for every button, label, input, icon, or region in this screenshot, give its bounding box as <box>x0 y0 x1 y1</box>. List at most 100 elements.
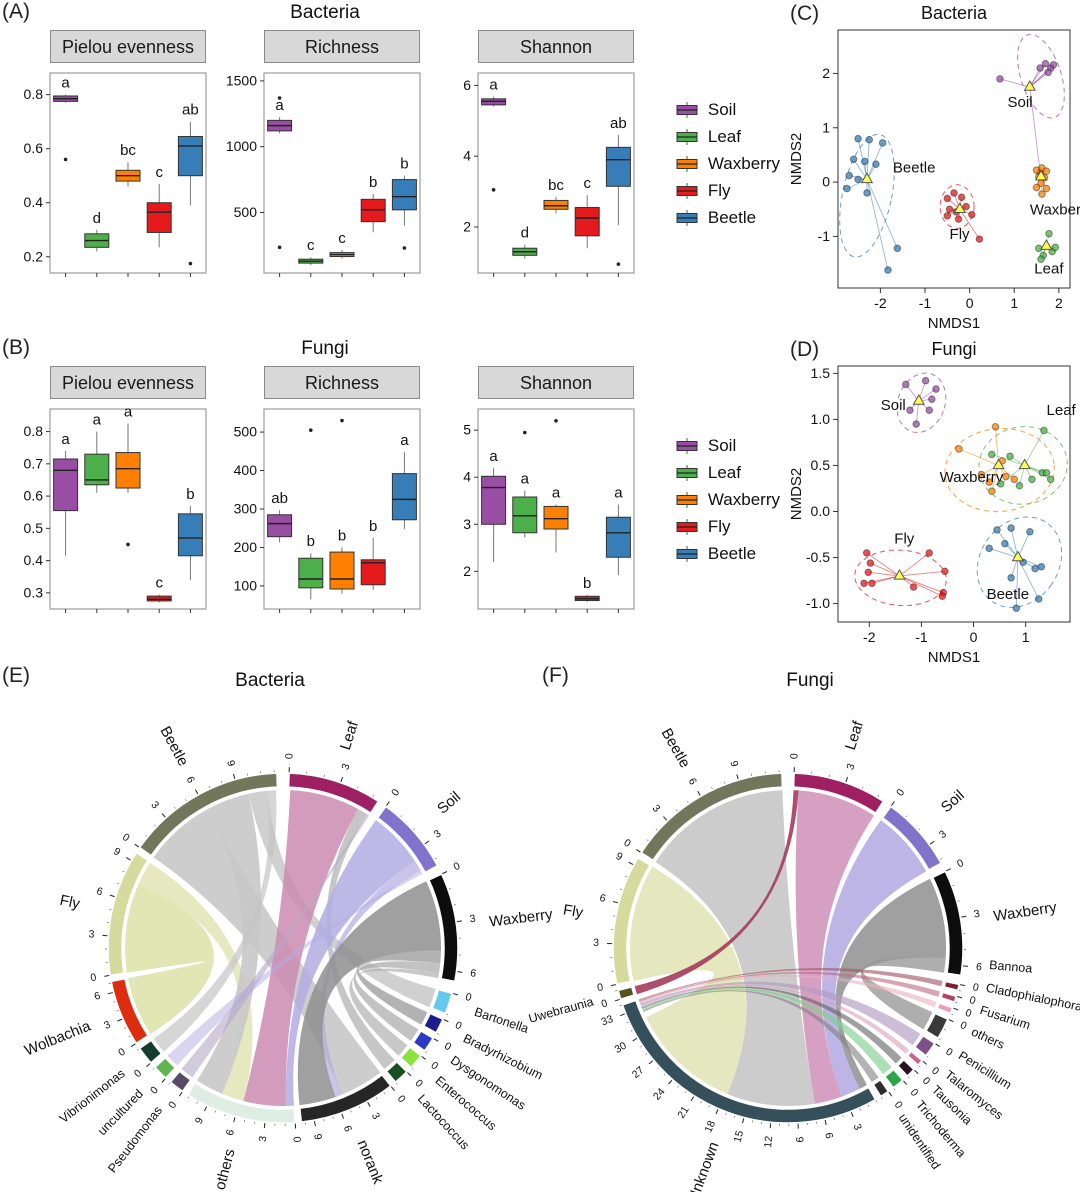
cluster-ellipse-fly <box>854 549 947 607</box>
y-tick-label: 0.5 <box>811 457 831 473</box>
y-tick-label: 0.3 <box>24 584 44 600</box>
ribbon-soil-norank <box>320 861 421 1097</box>
sample-point-soil <box>1044 68 1052 77</box>
scale-tick <box>619 1005 622 1007</box>
legend-boxplot-glyph <box>676 546 698 562</box>
scale-tick <box>434 857 437 860</box>
sample-point-beetle <box>1001 539 1009 548</box>
boxplot-A-shannon: 2 4 6 a d bc c ab <box>463 72 635 277</box>
spider-line <box>866 179 898 249</box>
scale-tick-label: 0 <box>968 994 977 1007</box>
scale-tick <box>152 1067 155 1070</box>
spider-line <box>1017 531 1031 558</box>
outlier-point <box>616 262 621 266</box>
scale-tick-label: 0 <box>413 1077 426 1090</box>
scale-tick-label: 6 <box>224 1128 237 1137</box>
outlier-point <box>126 542 130 547</box>
spider-line <box>899 570 945 577</box>
y-tick-label: 1 <box>822 119 830 135</box>
sig-letter: a <box>614 485 623 502</box>
centroid-fly <box>953 202 966 213</box>
y-tick-label: 0.4 <box>24 194 44 210</box>
scale-tick <box>124 1027 127 1029</box>
ribbon-soil-unknown <box>822 820 927 1097</box>
sig-letter: a <box>552 485 561 502</box>
centroid-fly <box>893 568 906 580</box>
spider-line <box>999 78 1030 88</box>
scale-tick <box>697 790 701 796</box>
sample-point-fly <box>938 592 947 601</box>
scale-tick <box>926 1056 929 1058</box>
scale-tick-label: 6 <box>184 774 197 785</box>
legend-label: Waxberry <box>707 154 780 173</box>
sector-dysgonomonas <box>412 1029 435 1052</box>
sig-letter: ab <box>610 115 627 132</box>
sector-label-beetle: Beetle <box>658 725 694 770</box>
legend-boxplot-glyph <box>676 492 698 508</box>
scale-tick <box>350 1110 352 1113</box>
y-tick-label: 300 <box>234 501 258 517</box>
ribbon-leaf-uwebraunia <box>634 790 799 995</box>
x-tick-label: -2 <box>863 629 876 645</box>
scale-tick <box>208 786 210 789</box>
boxplot-B-shannon: 2 3 4 5 a a a b a <box>463 408 635 613</box>
x-tick-label: 0 <box>970 629 978 645</box>
legend-label: Leaf <box>707 127 741 146</box>
scale-tick <box>146 1063 151 1068</box>
scale-tick <box>630 1030 633 1032</box>
facet-title-A-pielou: Pielou evenness <box>50 30 206 63</box>
scale-tick <box>888 1091 893 1097</box>
legend-item-leaf: Leaf <box>674 127 780 147</box>
sample-point-leaf <box>996 480 1005 488</box>
scale-tick <box>711 787 713 790</box>
sample-point-fly <box>943 194 952 203</box>
sample-point-beetle <box>865 135 874 144</box>
scale-tick <box>945 868 951 872</box>
legend-label: Soil <box>707 436 737 455</box>
sector-soil <box>376 805 439 874</box>
spider-line <box>866 139 870 180</box>
sector-enterococcus <box>399 1046 422 1069</box>
sample-point-soil <box>921 376 930 385</box>
sample-point-soil <box>996 75 1004 83</box>
scale-tick-label: 3 <box>339 762 352 772</box>
scale-tick <box>619 888 623 890</box>
ribbon-fly-wolbachia <box>125 884 214 1035</box>
panel-a-facets: Pielou evenness 0.2 0.4 0.6 0.8 a d bc c ab Richne… <box>4 30 638 291</box>
centroid-beetle <box>1011 550 1025 562</box>
ribbon-fly-others <box>138 862 253 1101</box>
scale-tick <box>952 884 955 887</box>
scale-tick <box>940 858 942 860</box>
scale-tick <box>359 1106 361 1109</box>
outlier-point <box>277 96 282 100</box>
scale-tick-label: 0 <box>908 1087 921 1099</box>
scale-tick <box>842 1115 844 1118</box>
sample-point-leaf <box>1042 469 1051 477</box>
scale-tick <box>675 809 678 812</box>
ribbon-soil-uncultured <box>167 870 423 1066</box>
outlier-point <box>309 428 313 432</box>
sample-point-waxberry <box>1002 472 1010 481</box>
scale-tick <box>457 971 463 973</box>
scale-tick <box>263 1123 266 1129</box>
scale-tick-label: 0 <box>464 991 473 1004</box>
sig-letter: c <box>155 574 163 591</box>
sector-label-bartonella: Bartonella <box>473 1005 531 1036</box>
scale-tick-label: 3 <box>469 913 477 926</box>
outlier-point <box>340 418 344 423</box>
scale-tick-label: 0 <box>600 997 609 1010</box>
scale-tick-label: 24 <box>651 1086 668 1103</box>
spider-line <box>1015 557 1019 609</box>
sample-point-fly <box>968 210 976 219</box>
cluster-label-waxberry: Waxberry <box>1030 202 1080 219</box>
scale-tick-label: 0 <box>452 860 463 873</box>
panel-f-title: Fungi <box>786 670 834 691</box>
y-tick-label: 1500 <box>226 72 257 88</box>
scale-tick <box>375 1097 378 1100</box>
scale-tick <box>187 1096 190 1099</box>
sample-point-fly <box>909 583 918 591</box>
scale-tick-label: 27 <box>630 1064 647 1081</box>
sample-point-beetle <box>893 244 902 253</box>
sig-letter: b <box>186 486 194 503</box>
scale-tick <box>367 1102 371 1107</box>
